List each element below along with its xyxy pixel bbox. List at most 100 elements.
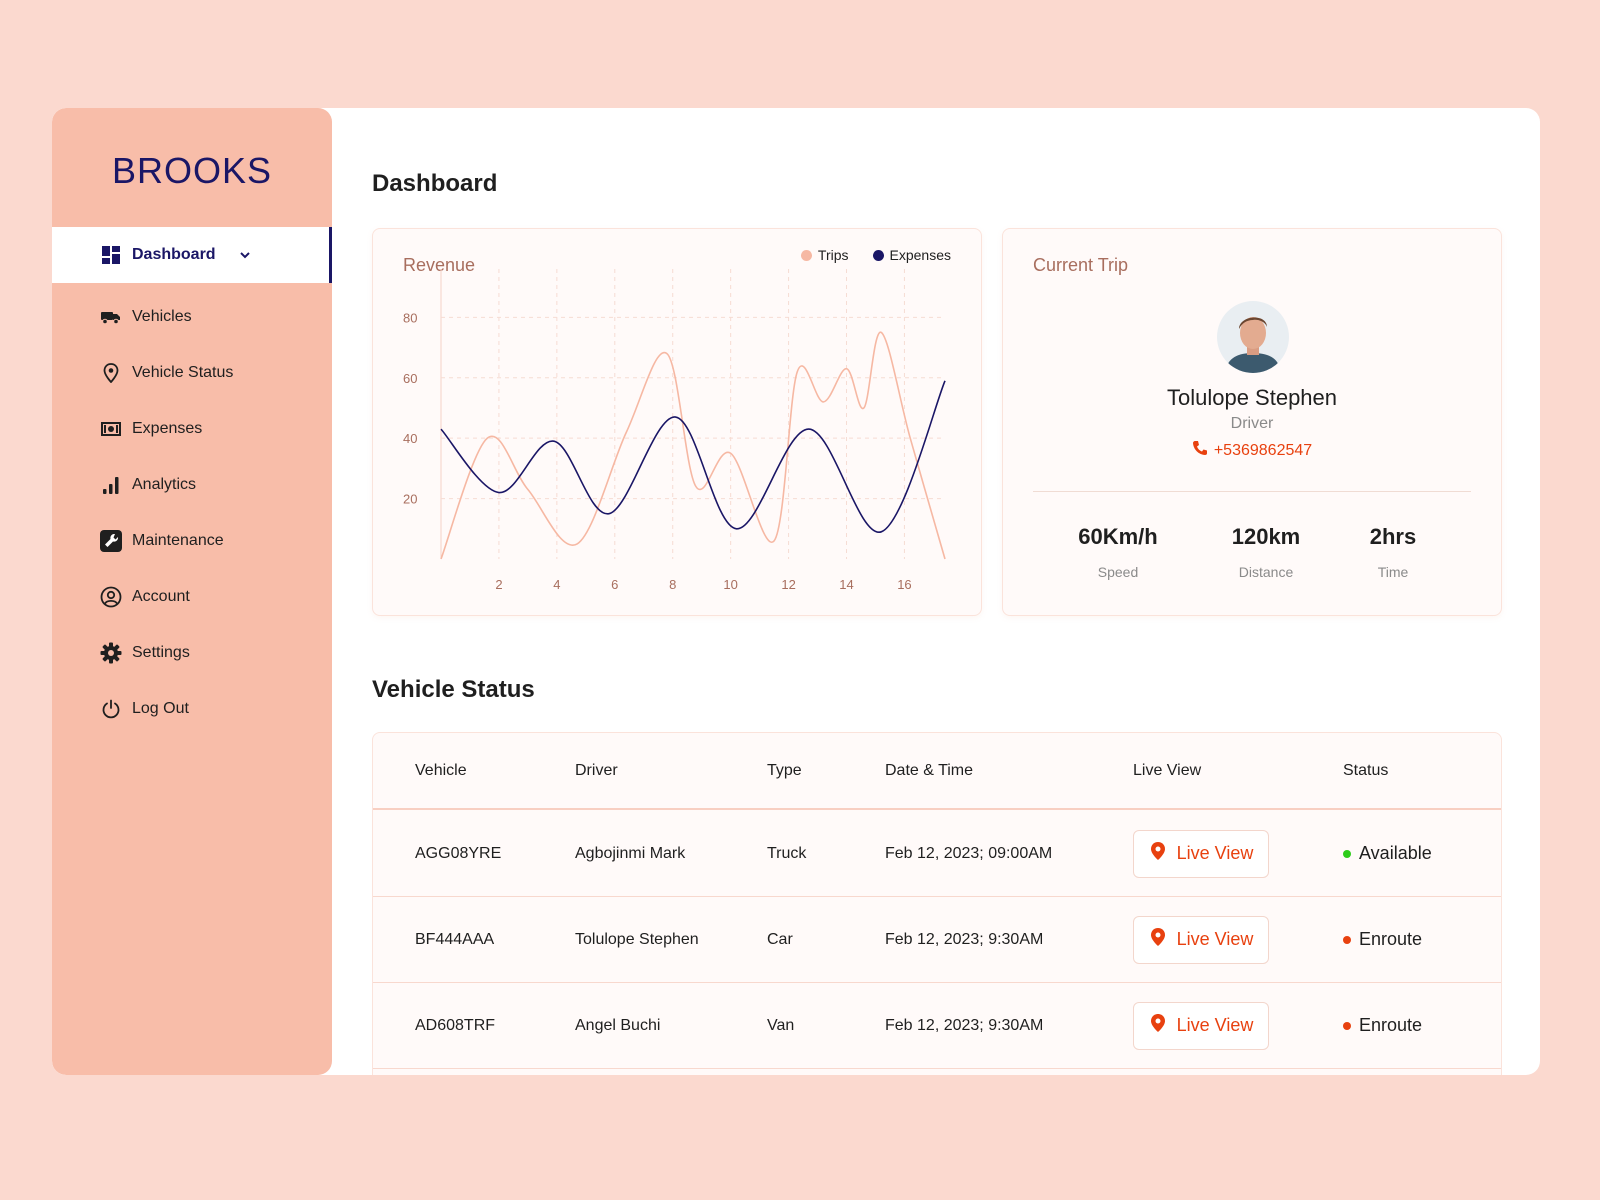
stat-distance: 120km Distance — [1221, 524, 1311, 580]
driver-phone[interactable]: +5369862547 — [1003, 440, 1501, 461]
live-view-label: Live View — [1176, 843, 1254, 863]
status-dot — [1343, 849, 1351, 858]
bar-chart-icon — [100, 474, 122, 496]
legend-item-trips: Trips — [800, 247, 849, 263]
gear-icon — [100, 642, 122, 664]
main-content: Dashboard Revenue Trips Expenses 20 40 60 8… — [332, 108, 1540, 1075]
series-line-trips — [440, 331, 946, 560]
x-tick-label: 12 — [781, 577, 795, 592]
x-tick-label: 6 — [611, 577, 618, 592]
sidebar-item-account[interactable]: Account — [52, 569, 332, 625]
column-header-type: Type — [767, 761, 802, 779]
status-label: Available — [1359, 843, 1432, 863]
cell-vehicle: AGG08YRE — [415, 844, 502, 862]
sidebar-item-label: Settings — [132, 644, 190, 661]
column-header-status: Status — [1343, 761, 1389, 779]
status-label: Enroute — [1359, 929, 1423, 949]
sidebar-item-settings[interactable]: Settings — [52, 625, 332, 681]
cell-driver: Agbojinmi Mark — [575, 844, 686, 862]
legend-label: Trips — [817, 247, 849, 263]
cell-vehicle: AD608TRF — [415, 1016, 496, 1034]
column-header-driver: Driver — [575, 761, 618, 779]
phone-number: +5369862547 — [1213, 441, 1313, 459]
legend-swatch-trips — [800, 249, 812, 261]
series-line-expenses — [440, 380, 946, 533]
stat-label: Speed — [1097, 564, 1139, 580]
sidebar-item-dashboard[interactable]: Dashboard — [52, 227, 332, 283]
stat-label: Time — [1377, 564, 1409, 580]
x-tick-label: 2 — [495, 577, 502, 592]
column-header-live-view: Live View — [1133, 761, 1202, 779]
sidebar-item-expenses[interactable]: Expenses — [52, 401, 332, 457]
stat-value: 2hrs — [1369, 524, 1417, 549]
driver-avatar — [1217, 301, 1289, 373]
status-badge: Enroute — [1343, 1015, 1422, 1036]
truck-icon — [100, 306, 122, 328]
status-badge: Enroute — [1343, 929, 1422, 950]
chart-legend: Trips Expenses — [800, 247, 951, 263]
x-tick-label: 14 — [839, 577, 853, 592]
table-row[interactable]: AD608TRF Angel Buchi Van Feb 12, 2023; 9… — [373, 983, 1501, 1069]
legend-label: Expenses — [889, 247, 951, 263]
current-trip-title: Current Trip — [1033, 255, 1129, 275]
cell-vehicle: BF444AAA — [415, 930, 495, 948]
sidebar-item-label: Analytics — [132, 476, 197, 493]
cell-driver: Tolulope Stephen — [575, 930, 699, 948]
stat-label: Distance — [1238, 564, 1294, 580]
sidebar-item-vehicles[interactable]: Vehicles — [52, 289, 332, 345]
cell-type: Truck — [767, 844, 807, 862]
legend-swatch-expenses — [872, 249, 884, 261]
column-header-vehicle: Vehicle — [415, 761, 467, 779]
sidebar-item-label: Dashboard — [132, 246, 216, 263]
app-window: BROOKS Dashboard Vehicles — [52, 108, 1540, 1075]
power-icon — [100, 698, 122, 720]
sidebar-nav: Dashboard Vehicles Vehicle Status — [52, 227, 332, 737]
vehicle-status-table: Vehicle Driver Type Date & Time Live Vie… — [372, 732, 1502, 1075]
stat-value: 120km — [1231, 524, 1301, 549]
live-view-label: Live View — [1176, 1015, 1254, 1035]
current-trip-card: Current Trip Tolulope Stephen Driver +53… — [1002, 228, 1502, 616]
driver-name: Tolulope Stephen — [1166, 385, 1338, 410]
cell-date-time: Feb 12, 2023; 09:00AM — [885, 844, 1053, 862]
revenue-line-chart: 20 40 60 80 2 4 6 8 10 12 14 16 — [403, 269, 946, 592]
brand-logo: BROOKS — [111, 150, 273, 191]
cell-type: Van — [767, 1016, 795, 1034]
sidebar-item-label: Maintenance — [132, 532, 224, 549]
divider — [1033, 491, 1471, 492]
wrench-icon — [100, 530, 122, 552]
revenue-card: Revenue Trips Expenses 20 40 60 80 2 4 6 8 10 12 1… — [372, 228, 982, 616]
legend-item-expenses: Expenses — [872, 247, 951, 263]
sidebar-item-log-out[interactable]: Log Out — [52, 681, 332, 737]
live-view-button[interactable]: Live View — [1133, 1001, 1269, 1050]
x-tick-label: 4 — [553, 577, 560, 592]
y-tick-label: 20 — [403, 492, 417, 507]
user-circle-icon — [100, 586, 122, 608]
x-tick-label: 10 — [723, 577, 737, 592]
y-tick-label: 80 — [403, 310, 417, 325]
status-dot — [1343, 935, 1351, 944]
cell-date-time: Feb 12, 2023; 9:30AM — [885, 930, 1044, 948]
sidebar-item-vehicle-status[interactable]: Vehicle Status — [52, 345, 332, 401]
live-view-button[interactable]: Live View — [1133, 829, 1269, 878]
stat-speed: 60Km/h Speed — [1073, 524, 1163, 580]
sidebar-item-label: Vehicle Status — [132, 364, 234, 381]
sidebar-item-label: Account — [132, 588, 190, 605]
page-title: Dashboard — [372, 170, 498, 197]
cell-date-time: Feb 12, 2023; 9:30AM — [885, 1016, 1044, 1034]
table-row[interactable]: AGG08YRE Agbojinmi Mark Truck Feb 12, 20… — [373, 811, 1501, 897]
live-view-label: Live View — [1176, 929, 1254, 949]
location-pin-icon — [1149, 1013, 1167, 1038]
chevron-down-icon[interactable] — [238, 248, 252, 262]
status-label: Enroute — [1359, 1015, 1423, 1035]
table-row[interactable]: BF444AAA Tolulope Stephen Car Feb 12, 20… — [373, 897, 1501, 983]
cell-driver: Angel Buchi — [575, 1016, 661, 1034]
stat-value: 60Km/h — [1078, 524, 1158, 549]
cell-type: Car — [767, 930, 793, 948]
live-view-button[interactable]: Live View — [1133, 915, 1269, 964]
dashboard-grid-icon — [100, 244, 122, 266]
x-tick-label: 16 — [897, 577, 911, 592]
location-pin-icon — [1149, 841, 1167, 866]
sidebar-item-maintenance[interactable]: Maintenance — [52, 513, 332, 569]
sidebar: BROOKS Dashboard Vehicles — [52, 108, 332, 1075]
sidebar-item-analytics[interactable]: Analytics — [52, 457, 332, 513]
